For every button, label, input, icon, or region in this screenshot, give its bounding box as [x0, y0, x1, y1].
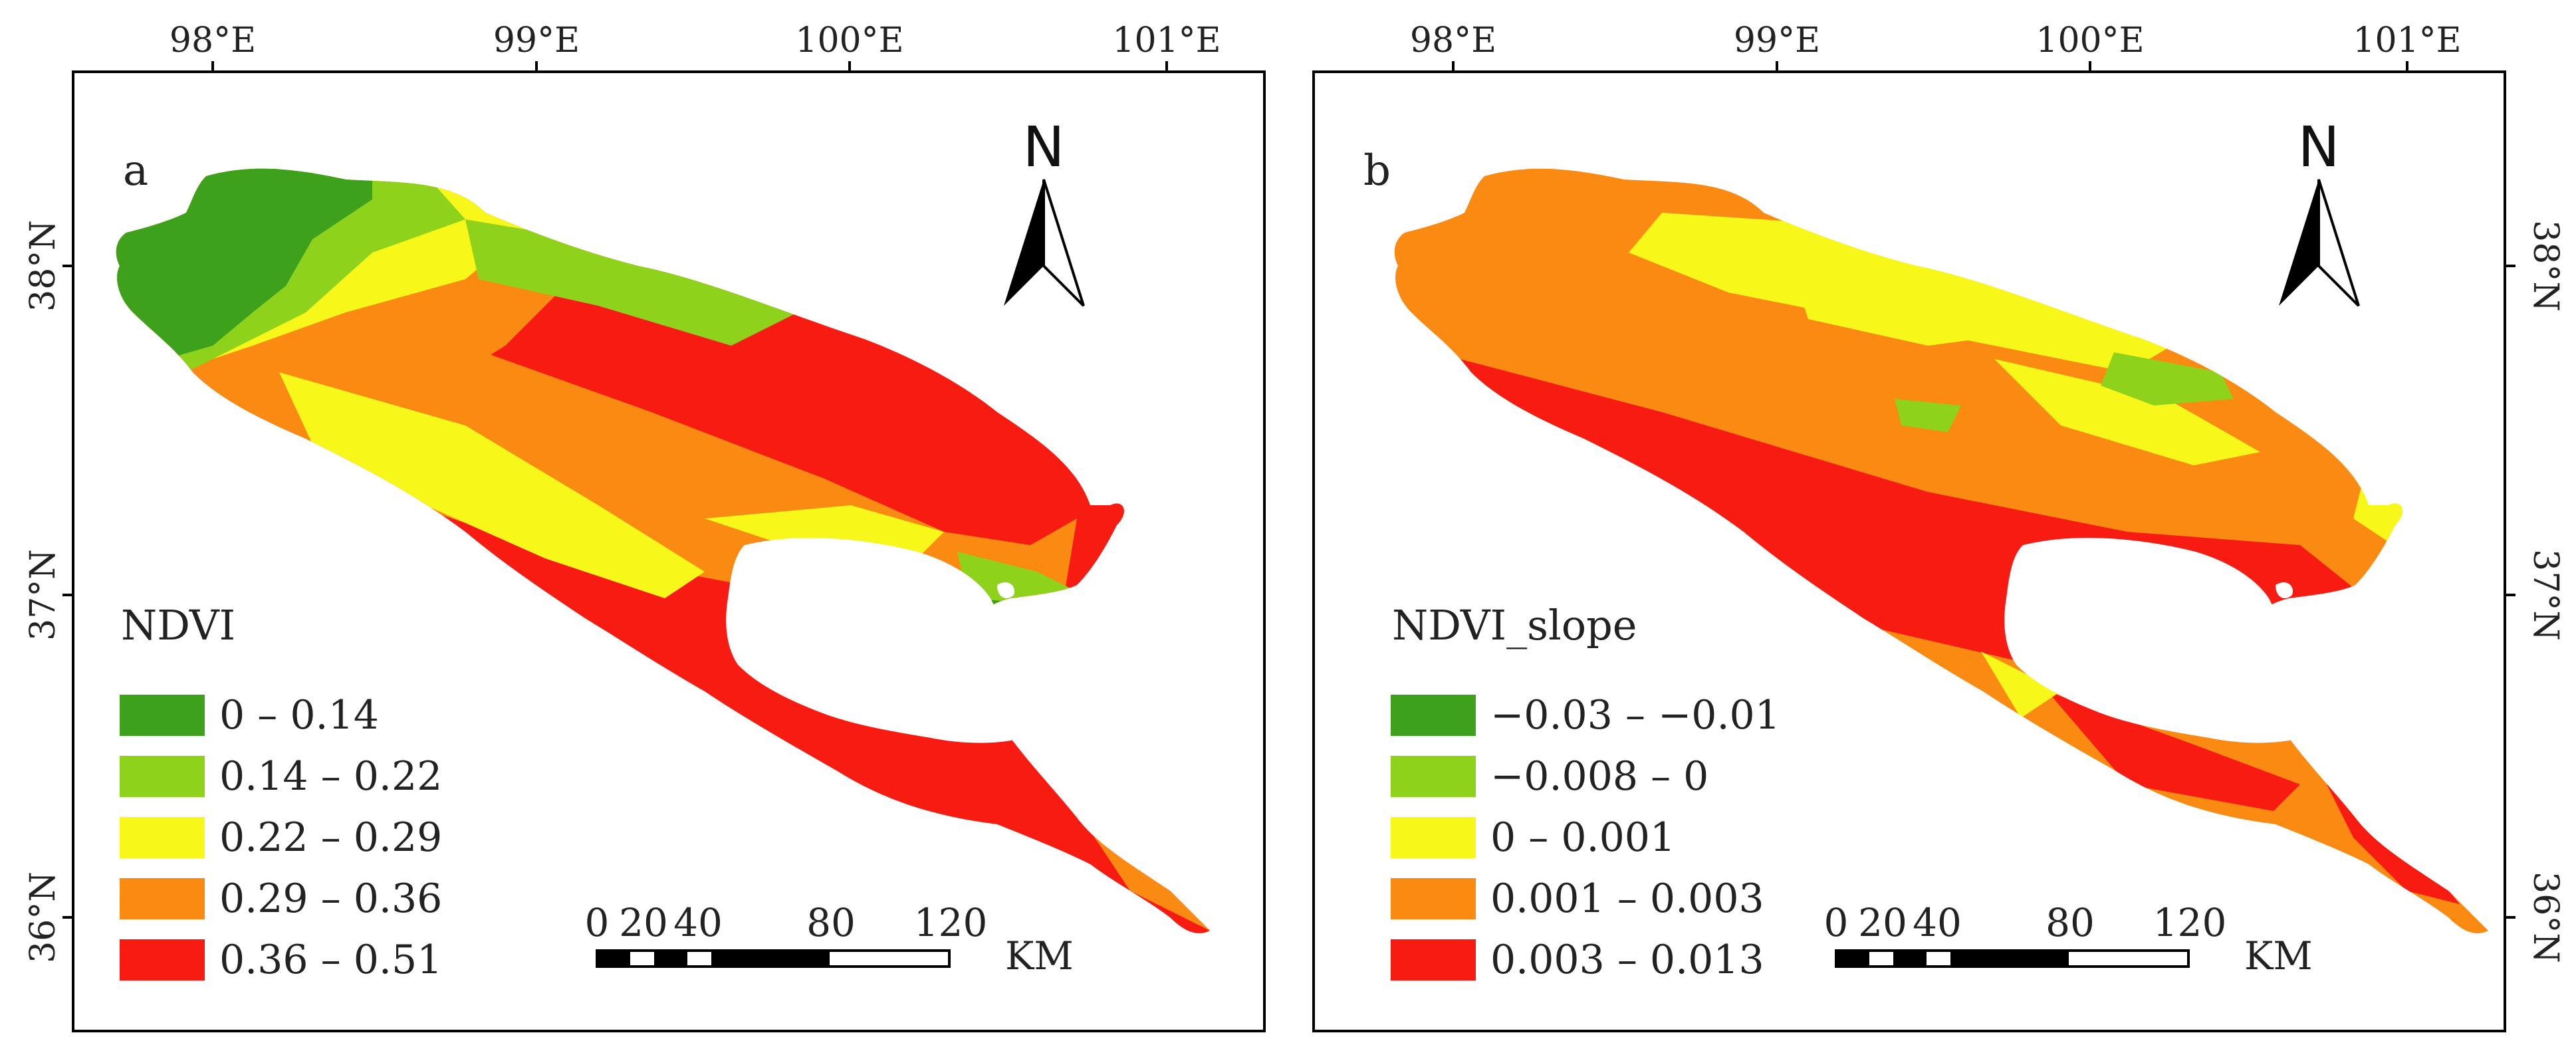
scale-tick-label: 20: [619, 900, 668, 945]
scale-tick-label: 120: [2153, 900, 2227, 945]
legend-swatch: [120, 817, 205, 858]
lat-label: 36°N: [2525, 871, 2565, 963]
legend-label: −0.03 – −0.01: [1490, 692, 1780, 739]
legend-swatch: [1391, 695, 1476, 736]
legend-label: −0.008 – 0: [1490, 753, 1708, 800]
lon-label: 98°E: [170, 21, 256, 60]
north-arrow-icon: N: [2279, 114, 2360, 307]
lat-label: 38°N: [23, 220, 63, 312]
legend-label: 0.36 – 0.51: [219, 937, 442, 983]
scale-tick-label: 40: [1913, 900, 1962, 945]
scale-tick-label: 40: [673, 900, 723, 945]
legend-ndvi: NDVI 0 – 0.14 0.14 – 0.22 0.22 – 0.29 0.…: [120, 601, 442, 983]
panel-letter-b: b: [1363, 146, 1391, 195]
scale-unit: KM: [2244, 933, 2313, 979]
legend-swatch: [120, 756, 205, 797]
lon-label: 99°E: [493, 21, 580, 60]
lon-label: 100°E: [2036, 21, 2144, 60]
lat-label: 37°N: [2525, 549, 2565, 641]
panel-letter-a: a: [123, 146, 148, 195]
legend-swatch: [1391, 878, 1476, 919]
svg-text:N: N: [1023, 114, 1065, 179]
scale-tick-label: 80: [2046, 900, 2095, 945]
legend-label: 0.14 – 0.22: [219, 753, 442, 800]
scale-bar: 0 20 40 80 120 KM: [1824, 900, 2313, 979]
svg-text:N: N: [2298, 114, 2340, 179]
lon-label: 101°E: [1112, 21, 1221, 60]
lon-label: 98°E: [1410, 21, 1496, 60]
graticule-ticks: [62, 61, 2516, 919]
legend-label: 0 – 0.14: [219, 692, 379, 739]
lon-label: 99°E: [1734, 21, 1820, 60]
scale-tick-label: 20: [1858, 900, 1907, 945]
legend-swatch: [1391, 756, 1476, 797]
scale-bar: 0 20 40 80 120 KM: [585, 900, 1074, 979]
legend-label: 0 – 0.001: [1490, 814, 1675, 861]
legend-swatch: [1391, 817, 1476, 858]
legend-label: 0.001 – 0.003: [1490, 875, 1764, 922]
ndvi-slope-map: [1394, 168, 2488, 933]
ndvi-map: [116, 168, 1211, 933]
lon-label: 101°E: [2353, 21, 2461, 60]
legend-title: NDVI_slope: [1392, 601, 1637, 649]
scale-tick-label: 0: [585, 900, 610, 945]
lat-label: 38°N: [2525, 220, 2565, 312]
legend-title: NDVI: [121, 601, 235, 649]
legend-label: 0.29 – 0.36: [219, 875, 442, 922]
legend-swatch: [120, 695, 205, 736]
lat-label: 37°N: [23, 549, 63, 641]
scale-tick-label: 120: [914, 900, 988, 945]
legend-swatch: [120, 878, 205, 919]
scale-tick-label: 80: [806, 900, 856, 945]
legend-label: 0.003 – 0.013: [1490, 937, 1764, 983]
lon-label: 100°E: [795, 21, 903, 60]
legend-label: 0.22 – 0.29: [219, 814, 442, 861]
legend-swatch: [1391, 939, 1476, 981]
scale-unit: KM: [1005, 933, 1074, 979]
legend-ndvi-slope: NDVI_slope −0.03 – −0.01 −0.008 – 0 0 – …: [1391, 601, 1780, 983]
legend-swatch: [120, 939, 205, 981]
scale-tick-label: 0: [1824, 900, 1849, 945]
north-arrow-icon: N: [1004, 114, 1085, 307]
lat-label: 36°N: [23, 871, 63, 963]
